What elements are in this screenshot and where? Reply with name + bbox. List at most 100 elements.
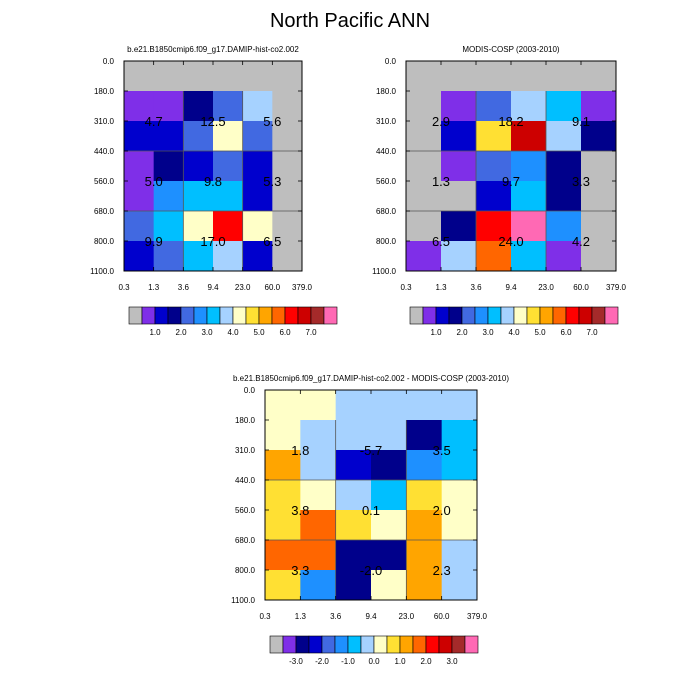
colorbar-label: 6.0 — [560, 328, 572, 337]
heatmap-cell — [371, 450, 407, 481]
heatmap-cell — [300, 390, 337, 421]
heatmap-cell — [242, 91, 273, 122]
heatmap-cell — [406, 450, 443, 481]
heatmap-cell — [335, 480, 372, 511]
heatmap-cell — [581, 121, 617, 152]
block-value-label: 0.1 — [362, 503, 380, 518]
heatmap-cell — [476, 181, 512, 212]
heatmap-cell — [300, 540, 337, 571]
heatmap-cell — [441, 151, 477, 182]
colorbar-swatch — [513, 306, 528, 325]
panel-difference: b.e21.B1850cmip6.f09_g17.DAMIP-hist-co2.… — [231, 374, 509, 666]
heatmap-cell — [300, 420, 337, 451]
heatmap-cell — [183, 241, 214, 272]
heatmap-cell — [371, 480, 407, 511]
block-value-label: 9.9 — [145, 234, 163, 249]
heatmap-cell — [406, 570, 443, 601]
heatmap-cell — [546, 91, 582, 122]
block-value-label: 18.2 — [498, 114, 523, 129]
heatmap-cell — [371, 390, 407, 421]
panel-title: b.e21.B1850cmip6.f09_g17.DAMIP-hist-co2.… — [127, 45, 299, 54]
block-value-label: 2.3 — [433, 563, 451, 578]
block-value-label: 6.5 — [432, 234, 450, 249]
colorbar-label: 3.0 — [482, 328, 494, 337]
y-tick-label: 310.0 — [235, 446, 256, 455]
y-tick-label: 310.0 — [94, 117, 115, 126]
block-value-label: 17.0 — [200, 234, 225, 249]
block-value-label: 5.6 — [263, 114, 281, 129]
heatmap-cell — [335, 390, 372, 421]
block-value-label: 3.5 — [433, 443, 451, 458]
colorbar-swatch — [180, 306, 195, 325]
block-value-label: 3.3 — [572, 174, 590, 189]
colorbar-swatch — [141, 306, 156, 325]
colorbar-swatch — [422, 306, 437, 325]
heatmap-cell — [511, 151, 547, 182]
heatmap-cell — [581, 61, 617, 92]
heatmap-cell — [265, 510, 301, 541]
y-tick-label: 560.0 — [376, 177, 397, 186]
heatmap-cell — [265, 420, 301, 451]
heatmap-cell — [124, 91, 155, 122]
heatmap-cell — [124, 61, 155, 92]
heatmap-cell — [272, 61, 303, 92]
y-tick-label: 800.0 — [94, 237, 115, 246]
block-value-label: 12.5 — [200, 114, 225, 129]
x-tick-label: 0.3 — [259, 612, 271, 621]
colorbar-swatch — [425, 635, 440, 654]
heatmap-cell — [406, 480, 443, 511]
x-tick-label: 3.6 — [178, 283, 190, 292]
colorbar-swatch — [282, 635, 297, 654]
heatmap-cell — [335, 570, 372, 601]
heatmap-cell — [441, 121, 477, 152]
y-tick-label: 800.0 — [235, 566, 256, 575]
y-tick-label: 560.0 — [94, 177, 115, 186]
heatmap-cell — [406, 151, 442, 182]
y-tick-label: 800.0 — [376, 237, 397, 246]
y-tick-label: 440.0 — [376, 147, 397, 156]
colorbar-swatch — [258, 306, 273, 325]
heatmap-cell — [441, 390, 478, 421]
heatmap-cell — [511, 61, 547, 92]
figure-title: North Pacific ANN — [269, 10, 431, 32]
colorbar-swatch — [360, 635, 375, 654]
colorbar-label: 0.0 — [368, 657, 380, 666]
y-tick-label: 680.0 — [376, 207, 397, 216]
colorbar-swatch — [245, 306, 260, 325]
heatmap-cell — [406, 91, 442, 122]
y-tick-label: 310.0 — [376, 117, 397, 126]
colorbar-swatch — [461, 306, 476, 325]
colorbar-swatch — [604, 306, 619, 325]
heatmap-cell — [476, 211, 512, 242]
heatmap-cell — [272, 211, 303, 242]
block-value-label: 5.0 — [145, 174, 163, 189]
heatmap-cell — [335, 450, 372, 481]
heatmap-cell — [124, 151, 155, 182]
heatmap-cell — [124, 181, 155, 212]
heatmap-cell — [300, 480, 337, 511]
heatmap-cell — [441, 510, 478, 541]
heatmap-cell — [124, 121, 155, 152]
colorbar-label: 6.0 — [279, 328, 291, 337]
heatmap-cell — [441, 450, 478, 481]
x-tick-label: 23.0 — [538, 283, 554, 292]
block-value-label: 1.8 — [291, 443, 309, 458]
heatmap-cell — [406, 61, 442, 92]
heatmap-cell — [300, 510, 337, 541]
colorbar-swatch — [284, 306, 299, 325]
block-value-label: 6.5 — [263, 234, 281, 249]
colorbar-swatch — [409, 306, 424, 325]
heatmap-cell — [441, 570, 478, 601]
heatmap-cell — [441, 540, 478, 571]
x-tick-label: 60.0 — [434, 612, 450, 621]
heatmap-cell — [300, 570, 337, 601]
colorbar-swatch — [435, 306, 450, 325]
heatmap-cell — [153, 121, 184, 152]
heatmap-cell — [546, 241, 582, 272]
heatmap-cell — [272, 151, 303, 182]
heatmap-cell — [581, 151, 617, 182]
block-value-label: -2.0 — [360, 563, 382, 578]
heatmap-cell — [153, 181, 184, 212]
heatmap-cell — [511, 91, 547, 122]
